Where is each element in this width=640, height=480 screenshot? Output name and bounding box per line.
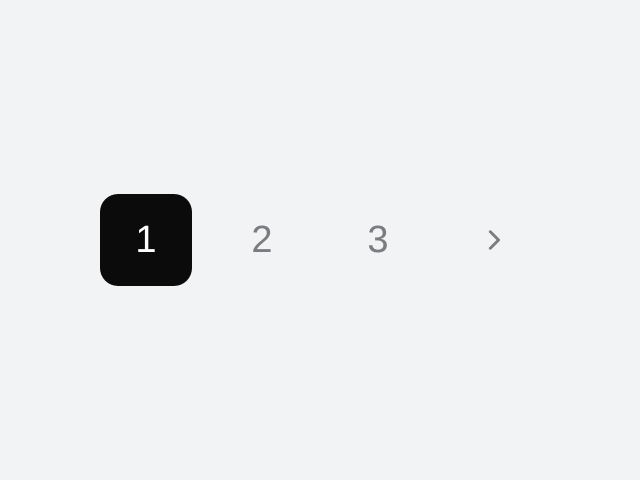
pagination: 1 2 3	[100, 194, 540, 286]
next-page-button[interactable]	[448, 194, 540, 286]
page-2-button[interactable]: 2	[251, 218, 273, 261]
page-3-button[interactable]: 3	[367, 218, 389, 261]
chevron-right-icon	[488, 230, 501, 250]
page-1-button[interactable]: 1	[100, 194, 192, 286]
